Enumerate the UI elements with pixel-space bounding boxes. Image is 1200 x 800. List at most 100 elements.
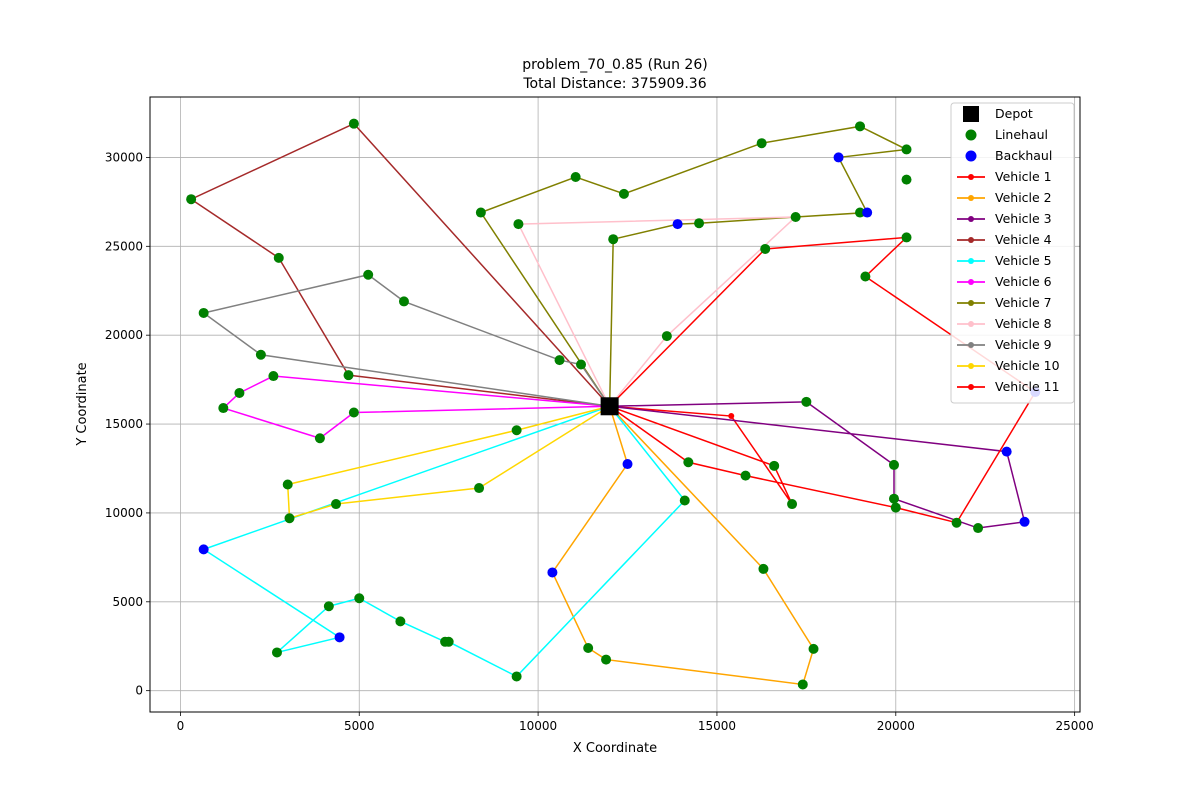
linehaul-point: [234, 387, 245, 398]
x-axis-label: X Coordinate: [573, 741, 657, 756]
linehaul-point: [331, 499, 341, 510]
linehaul-point: [973, 523, 984, 534]
route-line: [609, 401, 1026, 529]
depot-marker-group: [600, 397, 619, 416]
legend-line-marker: [968, 174, 974, 180]
linehaul-point: [901, 174, 912, 185]
linehaul-point: [354, 593, 365, 604]
legend-line-marker: [968, 237, 974, 243]
legend-depot-marker: [963, 106, 979, 122]
legend-line-marker: [968, 300, 974, 306]
linehaul-point: [787, 499, 798, 510]
legend-line-marker: [968, 195, 974, 201]
linehaul-point: [218, 403, 229, 414]
linehaul-point: [608, 234, 619, 245]
linehaul-point: [601, 654, 612, 665]
legend-label: Vehicle 7: [995, 295, 1052, 310]
backhaul-point: [862, 207, 873, 218]
x-tick-label: 5000: [344, 719, 375, 733]
y-axis-label: Y Coordinate: [75, 362, 90, 446]
linehaul-point: [323, 601, 334, 612]
x-tick-label: 20000: [877, 719, 915, 733]
vehicle-route: [606, 403, 796, 508]
legend-label: Vehicle 9: [995, 337, 1052, 352]
grid: [150, 97, 1080, 712]
linehaul-point: [790, 211, 801, 222]
linehaul-point: [576, 359, 587, 370]
linehaul-point: [348, 118, 359, 129]
y-tick-label: 10000: [105, 506, 143, 520]
linehaul-point: [273, 252, 284, 263]
route-line: [609, 405, 793, 505]
route-line: [189, 122, 611, 408]
linehaul-point: [314, 433, 325, 444]
vehicle-route: [515, 213, 799, 410]
linehaul-point: [855, 207, 866, 218]
legend-label: Vehicle 1: [995, 169, 1052, 184]
route-line: [201, 273, 611, 408]
linehaul-point: [860, 271, 871, 282]
linehaul-point: [679, 495, 690, 506]
vehicle-route: [606, 398, 1028, 532]
vehicle-route: [477, 123, 910, 410]
linehaul-point: [756, 138, 767, 149]
linehaul-point: [889, 493, 899, 504]
linehaul-point: [284, 513, 295, 524]
linehaul-point: [901, 144, 912, 155]
linehaul-point: [554, 355, 565, 366]
route-line: [221, 375, 610, 440]
y-tick-label: 25000: [105, 239, 143, 253]
legend-label: Vehicle 11: [995, 379, 1060, 394]
axis-ticks: 0 5000 10000 15000 20000 25000 0 5000 10000 15000…: [105, 150, 1094, 733]
linehaul-point: [760, 243, 771, 254]
route-line: [201, 405, 686, 678]
linehaul-point: [348, 407, 359, 418]
route-line: [479, 125, 910, 407]
legend-label: Vehicle 4: [995, 232, 1052, 247]
linehaul-point: [583, 643, 594, 654]
backhaul-point: [198, 544, 209, 555]
customer-points: [186, 118, 1041, 690]
linehaul-point: [694, 218, 705, 229]
y-tick-label: 20000: [105, 328, 143, 342]
backhaul-point: [833, 152, 844, 163]
legend-line-marker: [968, 321, 974, 327]
linehaul-point: [661, 331, 672, 342]
y-tick-label: 30000: [105, 150, 143, 164]
linehaul-point: [440, 636, 451, 647]
linehaul-point: [951, 517, 962, 528]
linehaul-point: [363, 269, 374, 280]
legend-backhaul-marker: [965, 150, 977, 162]
linehaul-point: [855, 121, 866, 132]
backhaul-point: [334, 632, 345, 643]
linehaul-point: [475, 207, 486, 218]
linehaul-point: [255, 349, 266, 360]
chart-title: problem_70_0.85 (Run 26): [522, 57, 707, 73]
legend-label: Vehicle 2: [995, 190, 1052, 205]
x-tick-label: 0: [177, 719, 185, 733]
legend-line-marker: [968, 279, 974, 285]
legend-label: Vehicle 3: [995, 211, 1052, 226]
linehaul-point: [758, 563, 769, 574]
legend-label: Vehicle 6: [995, 274, 1052, 289]
plot-frame: [149, 96, 1081, 713]
chart-subtitle: Total Distance: 375909.36: [522, 76, 706, 92]
linehaul-point: [186, 194, 197, 205]
linehaul-point: [808, 643, 819, 654]
legend-line-marker: [968, 216, 974, 222]
y-tick-label: 15000: [105, 417, 143, 431]
backhaul-point: [622, 459, 633, 470]
vehicle-route: [188, 120, 613, 410]
y-tick-label: 0: [135, 684, 143, 698]
linehaul-point: [801, 396, 812, 407]
linehaul-point: [683, 457, 694, 468]
legend-label: Vehicle 8: [995, 316, 1052, 331]
legend: Depot Linehaul Backhaul Vehicle 1 Vehicle 2 V…: [950, 102, 1075, 404]
legend-line-marker: [968, 384, 974, 390]
backhaul-point: [672, 219, 683, 230]
x-tick-label: 15000: [698, 719, 736, 733]
x-tick-label: 25000: [1056, 719, 1094, 733]
linehaul-point: [769, 460, 780, 471]
linehaul-point: [271, 647, 282, 658]
